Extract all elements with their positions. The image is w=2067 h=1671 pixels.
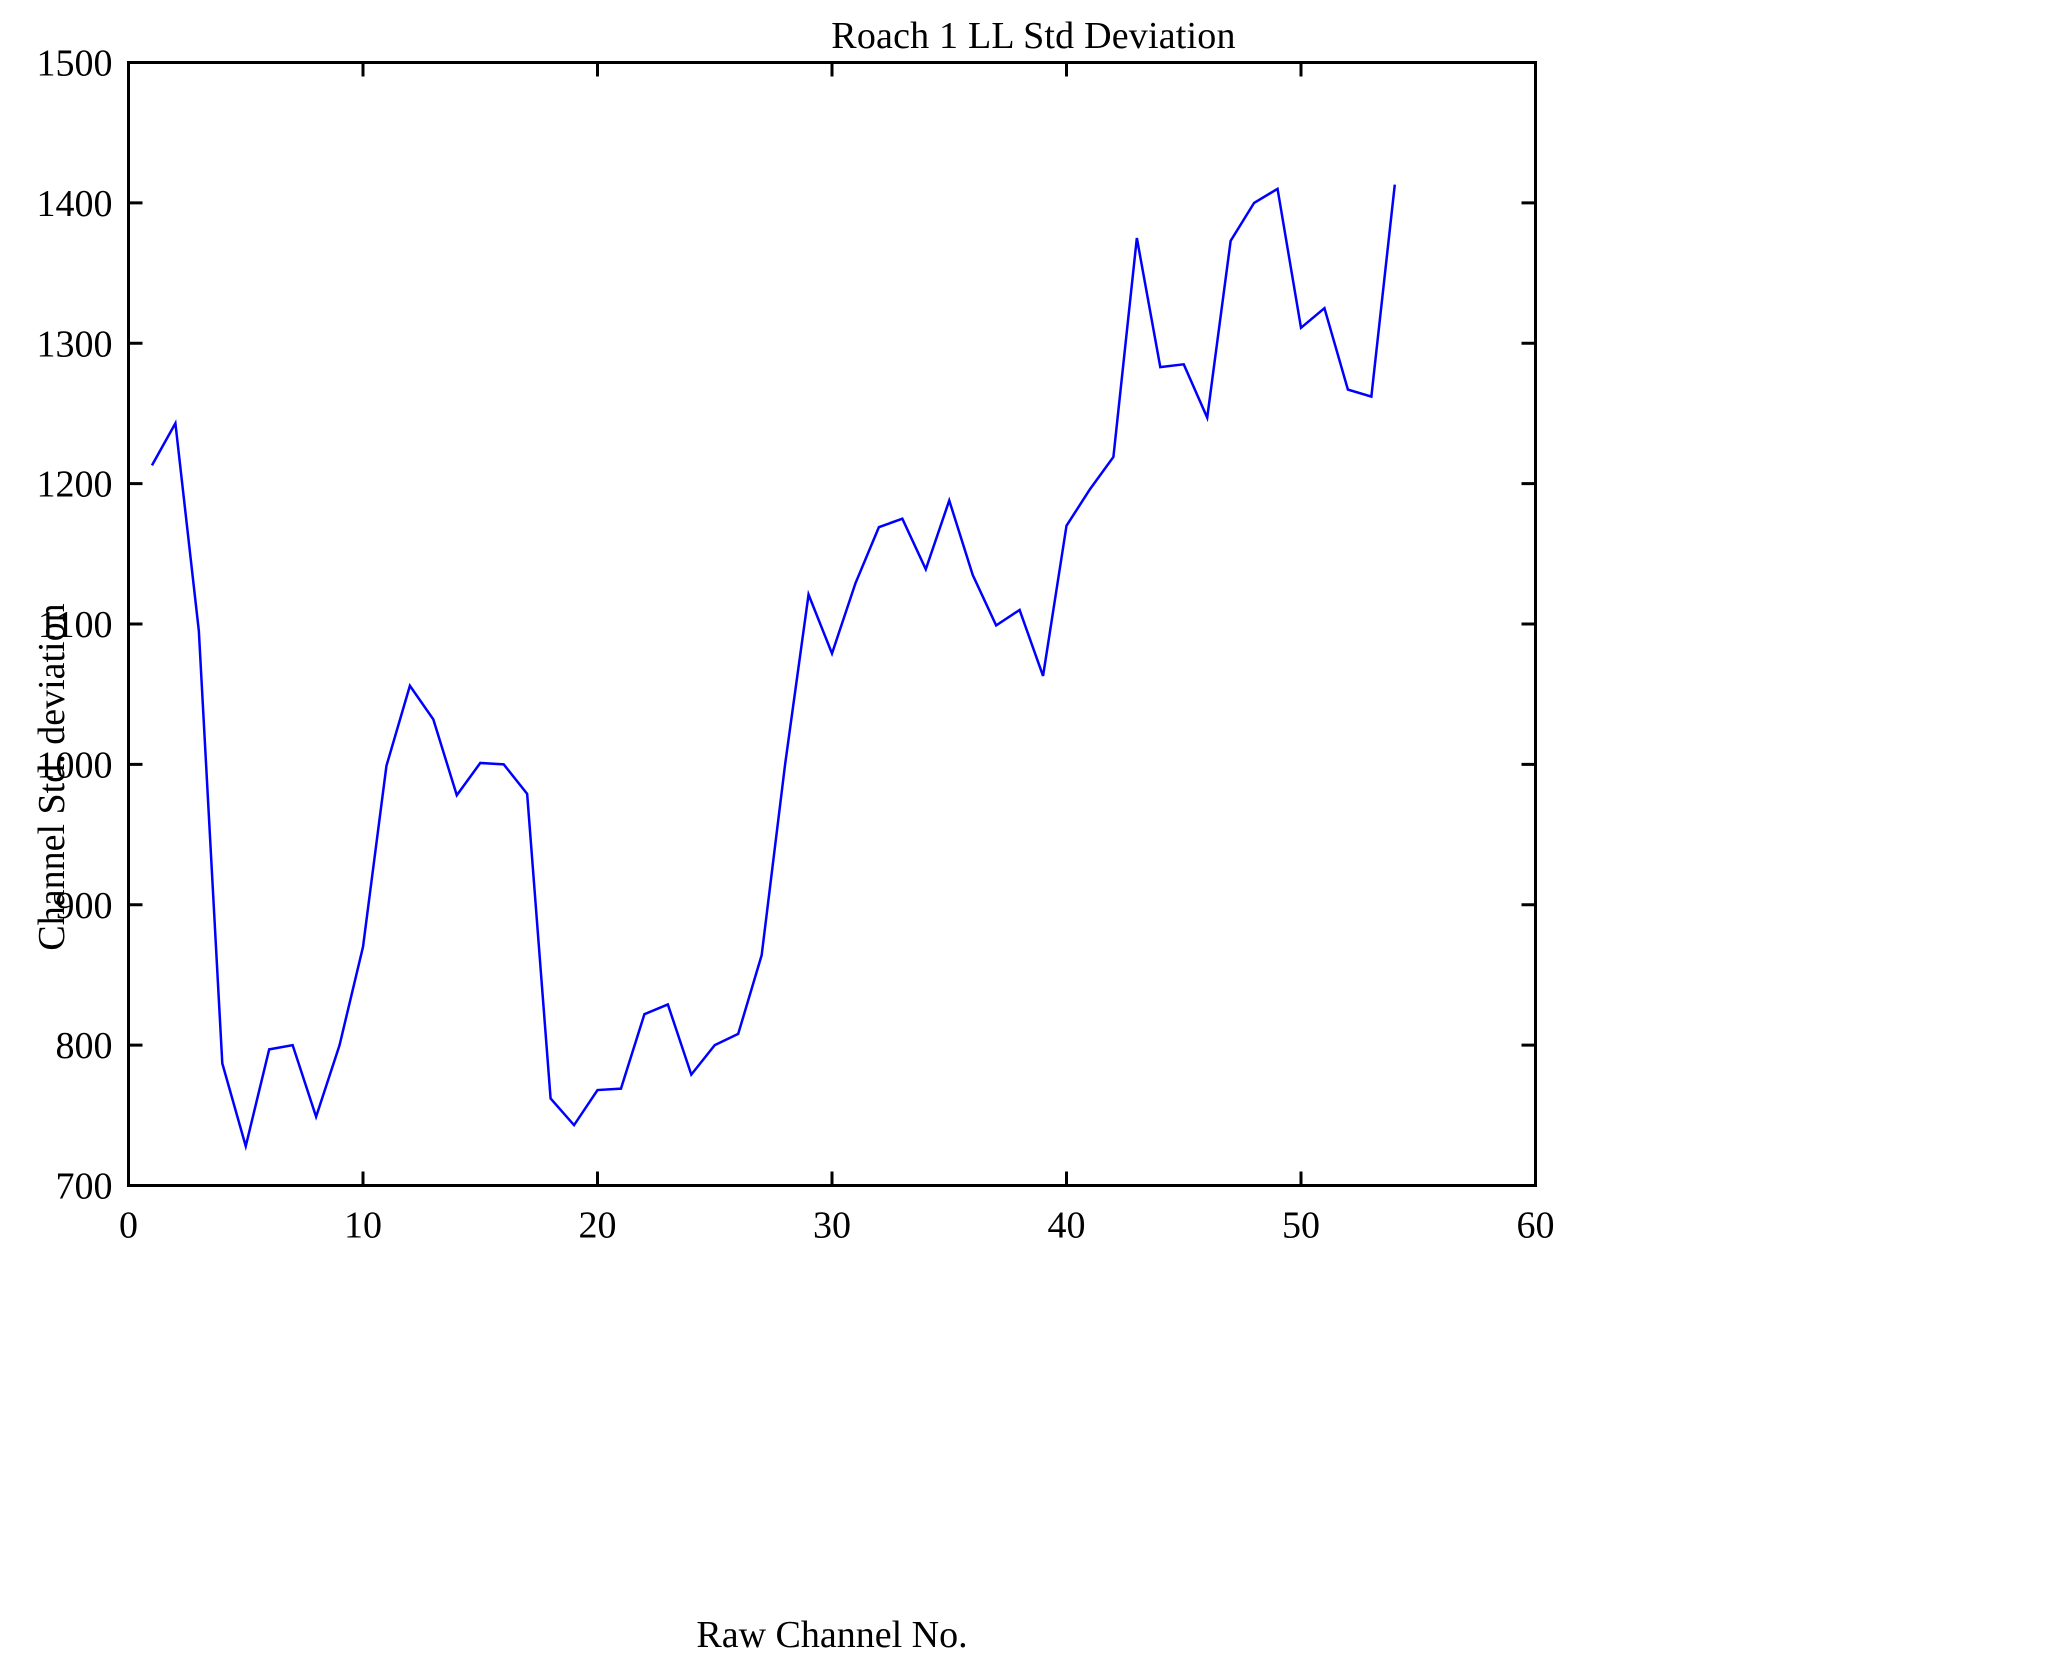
x-tick-label: 40 [1048, 1205, 1086, 1247]
x-tick-label: 50 [1282, 1205, 1320, 1247]
x-tick-label: 0 [119, 1205, 138, 1247]
y-axis-label: Channel Std. deviation [31, 603, 73, 951]
y-tick-label: 1200 [37, 464, 113, 506]
y-tick-label: 1000 [37, 744, 113, 786]
y-tick-label: 900 [56, 885, 113, 927]
x-axis-label: Raw Channel No. [696, 1614, 968, 1656]
x-tick-label: 20 [579, 1205, 617, 1247]
y-tick-label: 700 [56, 1166, 113, 1208]
y-tick-label: 1400 [37, 183, 113, 225]
plot-frame-box [127, 61, 1537, 1187]
x-tick-label: 60 [1517, 1205, 1555, 1247]
chart-title: Roach 1 LL Std Deviation [831, 15, 1236, 57]
y-tick-label: 1100 [38, 604, 113, 646]
x-tick-label: 10 [344, 1205, 382, 1247]
y-tick-label: 1300 [37, 323, 113, 365]
y-tick-label: 1500 [37, 43, 113, 85]
y-tick-label: 800 [56, 1025, 113, 1067]
x-tick-label: 30 [813, 1205, 851, 1247]
axis-ticks-group: 0 10 20 30 40 50 60 700 800 900 1000 1100 1200 1300 14… [37, 43, 1555, 1247]
data-series-line [150, 184, 1397, 1152]
